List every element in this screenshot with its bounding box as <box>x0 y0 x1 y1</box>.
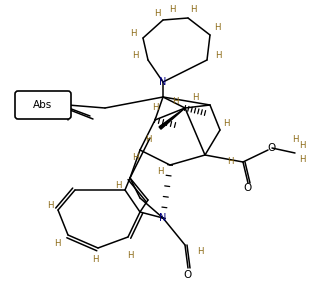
Text: O: O <box>268 143 276 153</box>
Text: H: H <box>130 30 136 39</box>
Text: H: H <box>190 6 196 14</box>
Text: H: H <box>157 168 163 177</box>
FancyBboxPatch shape <box>15 91 71 119</box>
Text: H: H <box>152 104 158 113</box>
Text: H: H <box>192 93 198 102</box>
Text: N: N <box>159 77 167 87</box>
Text: H: H <box>172 97 178 106</box>
Text: H: H <box>47 200 53 209</box>
Text: H: H <box>115 180 121 189</box>
Text: H: H <box>145 135 151 144</box>
Text: H: H <box>227 157 233 166</box>
Text: N: N <box>159 213 167 223</box>
Text: H: H <box>197 247 203 256</box>
Text: H: H <box>127 251 133 260</box>
Text: H: H <box>169 6 175 14</box>
Text: O: O <box>184 270 192 280</box>
Text: H: H <box>292 135 298 144</box>
Text: H: H <box>215 50 221 59</box>
Text: H: H <box>223 119 229 128</box>
Text: O: O <box>244 183 252 193</box>
Text: Abs: Abs <box>33 100 53 110</box>
Text: H: H <box>214 23 220 32</box>
Text: H: H <box>54 238 60 247</box>
Text: H: H <box>154 8 160 17</box>
Polygon shape <box>159 108 185 129</box>
Text: H: H <box>299 142 305 151</box>
Text: H: H <box>132 153 138 162</box>
Text: H: H <box>132 50 138 59</box>
Text: H: H <box>299 155 305 164</box>
Text: H: H <box>92 255 98 264</box>
